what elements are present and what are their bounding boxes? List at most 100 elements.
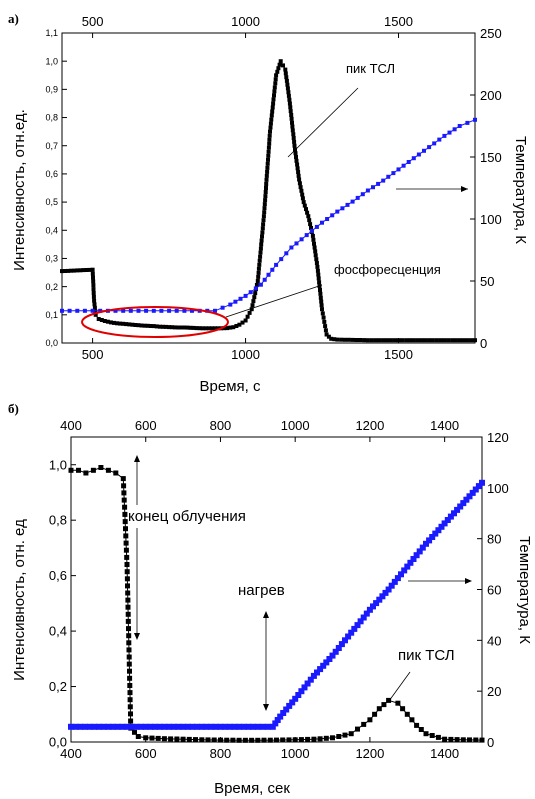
panel-b-temperature-point — [323, 659, 330, 666]
panel-b-intensity-point — [255, 737, 261, 743]
panel-a-temperature-point — [381, 178, 386, 183]
panel-b-y2-tick-label: 120 — [487, 430, 509, 445]
panel-b-temperature-point — [354, 622, 361, 629]
panel-b-temperature-point — [329, 652, 336, 659]
panel-b-temperature-point — [441, 520, 448, 527]
panel-a-y-tick-label: 1,1 — [45, 28, 58, 38]
panel-b-intensity-point — [168, 736, 174, 742]
panel-b-temperature-point — [317, 666, 324, 673]
panel-a-intensity-point — [300, 192, 305, 197]
panel-a-intensity-point — [91, 294, 96, 299]
panel-a-y2-tick-label: 0 — [480, 336, 487, 351]
panel-b-intensity-point — [193, 737, 198, 743]
panel-a-intensity-point — [264, 173, 269, 178]
panel-b-y-tick-label: 0,4 — [49, 624, 67, 639]
panel-a-intensity-point — [139, 323, 144, 328]
panel-b-intensity-point — [305, 736, 311, 742]
panel-a-intensity-point — [320, 311, 325, 316]
panel-a-temperature-point — [325, 217, 330, 221]
panel-a-intensity-point — [154, 324, 159, 329]
panel-b-intensity-point — [121, 497, 127, 503]
panel-a-intensity-point — [272, 85, 277, 90]
panel-b-intensity-point — [76, 467, 81, 473]
panel-b-intensity-point — [261, 737, 267, 743]
panel-a-top-x-tick-label: 500 — [82, 14, 104, 29]
panel-a-intensity-point — [287, 101, 292, 106]
panel-b-temperature-point — [184, 723, 191, 730]
panel-a-intensity-point — [299, 188, 304, 193]
panel-b-temperature-point — [68, 723, 74, 730]
panel-a-intensity-point — [284, 78, 289, 83]
panel-b-temperature-point — [338, 641, 345, 648]
panel-a-temperature-point — [167, 308, 172, 313]
panel-b-temperature-point — [105, 723, 112, 730]
panel-a-temperature-point — [294, 241, 299, 246]
panel-b-intensity-point — [122, 511, 128, 517]
panel-a-intensity-point — [362, 338, 367, 343]
panel-a-intensity-point — [263, 190, 268, 194]
panel-b-temperature-point — [138, 723, 145, 730]
panel-a-intensity-point — [408, 338, 412, 343]
panel-a-intensity-point — [277, 62, 282, 67]
panel-b-temperature-point — [264, 723, 271, 730]
panel-b-temperature-point — [254, 723, 261, 730]
panel-b-intensity-point — [123, 533, 129, 539]
panel-b-temperature-point — [152, 723, 159, 730]
panel-a-intensity-point — [289, 116, 294, 121]
panel-a-top-x-tick-label: 1000 — [231, 14, 260, 29]
panel-b-intensity-point — [124, 576, 130, 582]
panel-a-intensity-point — [260, 234, 264, 239]
panel-b-intensity-point — [409, 717, 415, 723]
panel-b-temperature-point — [348, 629, 355, 636]
panel-b-y2-tick-label: 60 — [487, 583, 501, 598]
panel-b-temperature-point — [212, 723, 219, 730]
panel-a-intensity-point — [237, 322, 242, 327]
panel-a-intensity-point — [258, 254, 263, 259]
panel-a-intensity-point — [243, 318, 248, 323]
panel-a-temperature-point — [340, 206, 345, 211]
panel-a-intensity-point — [265, 161, 270, 166]
panel-a-intensity-point — [306, 214, 311, 219]
panel-a-y2-tick-label: 100 — [480, 212, 502, 227]
panel-a-intensity-point — [266, 149, 271, 154]
panel-a-intensity-point — [287, 97, 292, 102]
panel-a-intensity-point — [286, 90, 291, 95]
panel-a-intensity-point — [419, 338, 424, 343]
panel-b-temperature-point — [382, 589, 389, 596]
panel-a-intensity-point — [316, 276, 321, 281]
panel-b-intensity-point — [211, 737, 217, 743]
panel-b-temperature-point — [259, 723, 266, 730]
panel-a-intensity-point — [260, 230, 265, 235]
panel-b-temperature-point — [245, 723, 252, 730]
panel-a-intensity-point — [284, 75, 289, 80]
panel-b-temperature-point — [269, 723, 276, 730]
panel-a-intensity-point — [392, 338, 397, 343]
panel-b-intensity-point — [280, 737, 286, 743]
panel-a-y-tick-label: 0,9 — [45, 85, 58, 95]
panel-b-x-tick-label: 1400 — [430, 746, 459, 761]
panel-a-series — [60, 59, 477, 343]
panel-b-label: б) — [8, 401, 19, 416]
panel-a-intensity-point — [297, 181, 302, 186]
panel-a-temperature-point — [360, 192, 365, 197]
panel-b-intensity-point — [127, 704, 133, 710]
panel-b-temperature-point — [376, 596, 383, 603]
panel-a-intensity-point — [461, 338, 466, 343]
panel-a-intensity-point — [254, 283, 259, 287]
panel-a-temperature-point — [401, 163, 406, 168]
panel-b-temperature-point — [460, 500, 467, 507]
panel-a-temperature-point — [411, 156, 416, 161]
panel-a-y-axis-label: Интенсивность, отн.ед. — [11, 109, 28, 271]
panel-b-temperature-point — [114, 723, 121, 730]
panel-a-y-tick-label: 0,0 — [45, 338, 58, 348]
panel-b-intensity-point — [90, 467, 96, 473]
panel-b-top-x-tick-label: 600 — [135, 418, 157, 433]
panel-b-intensity-point — [128, 718, 134, 724]
panel-a-intensity-point — [90, 267, 95, 272]
panel-a-intensity-point — [323, 328, 328, 333]
panel-a-intensity-point — [130, 322, 135, 327]
panel-a-intensity-point — [145, 323, 150, 328]
panel-a-intensity-point — [91, 287, 96, 292]
